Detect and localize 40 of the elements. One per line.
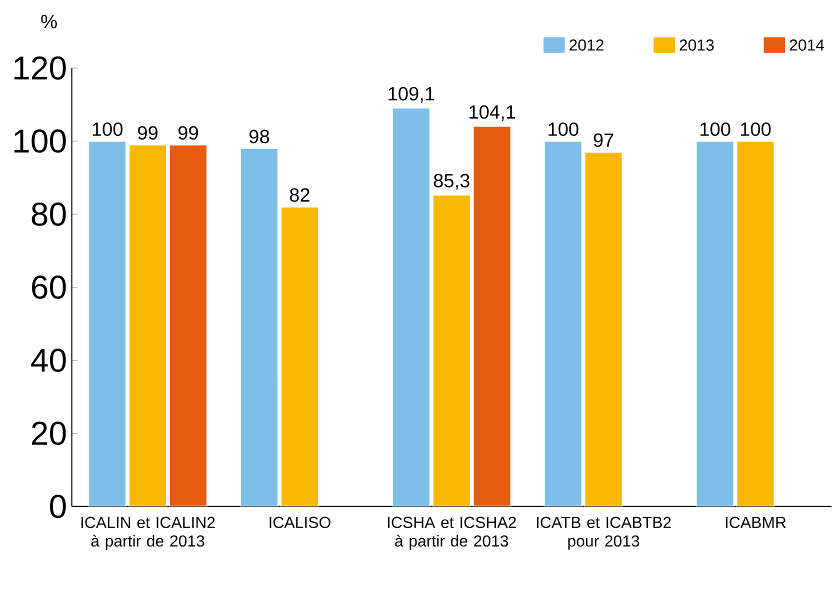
bar <box>392 107 431 507</box>
data-label: 99 <box>138 126 158 140</box>
bar <box>168 144 208 507</box>
data-label: 85,3 <box>434 174 470 190</box>
bar <box>240 148 279 507</box>
data-label: 82 <box>290 188 310 202</box>
x-tick-label: ICALISO <box>270 516 330 528</box>
legend-label: 2013 <box>680 40 714 51</box>
data-label: 100 <box>740 122 771 136</box>
bar <box>472 126 512 507</box>
data-label: 100 <box>700 122 730 136</box>
data-label: 98 <box>250 130 270 144</box>
y-tick-label: 60 <box>32 276 66 300</box>
bar <box>584 152 624 507</box>
bar <box>88 140 127 507</box>
y-tick-label: 0 <box>50 494 66 518</box>
x-tick-label: ICSHA et ICSHA2 à partir de 2013 <box>388 516 516 550</box>
bar <box>695 140 735 507</box>
y-tick-label: 100 <box>14 130 66 153</box>
bar <box>736 140 776 507</box>
x-tick-label: ICABMR <box>726 516 786 528</box>
y-tick-label: 80 <box>32 202 66 226</box>
bar <box>544 140 583 507</box>
data-label: 104,1 <box>470 105 516 122</box>
data-label: 99 <box>178 126 198 140</box>
data-label: 100 <box>92 122 123 136</box>
y-axis-title: % <box>41 15 57 28</box>
x-tick-label: ICALIN et ICALIN2 à partir de 2013 <box>81 516 215 550</box>
data-label: 100 <box>548 122 578 136</box>
data-label: 97 <box>594 134 614 148</box>
bar <box>432 194 472 507</box>
y-tick-label: 40 <box>31 348 66 372</box>
bar <box>128 144 168 507</box>
y-tick-label: 120 <box>14 56 66 80</box>
y-tick-label: 20 <box>32 422 66 446</box>
legend-label: 2014 <box>790 40 824 51</box>
bar <box>280 206 320 507</box>
data-label: 109,1 <box>388 87 434 103</box>
x-tick-label: ICATB et ICABTB2 pour 2013 <box>536 516 671 550</box>
legend-label: 2012 <box>570 40 604 51</box>
